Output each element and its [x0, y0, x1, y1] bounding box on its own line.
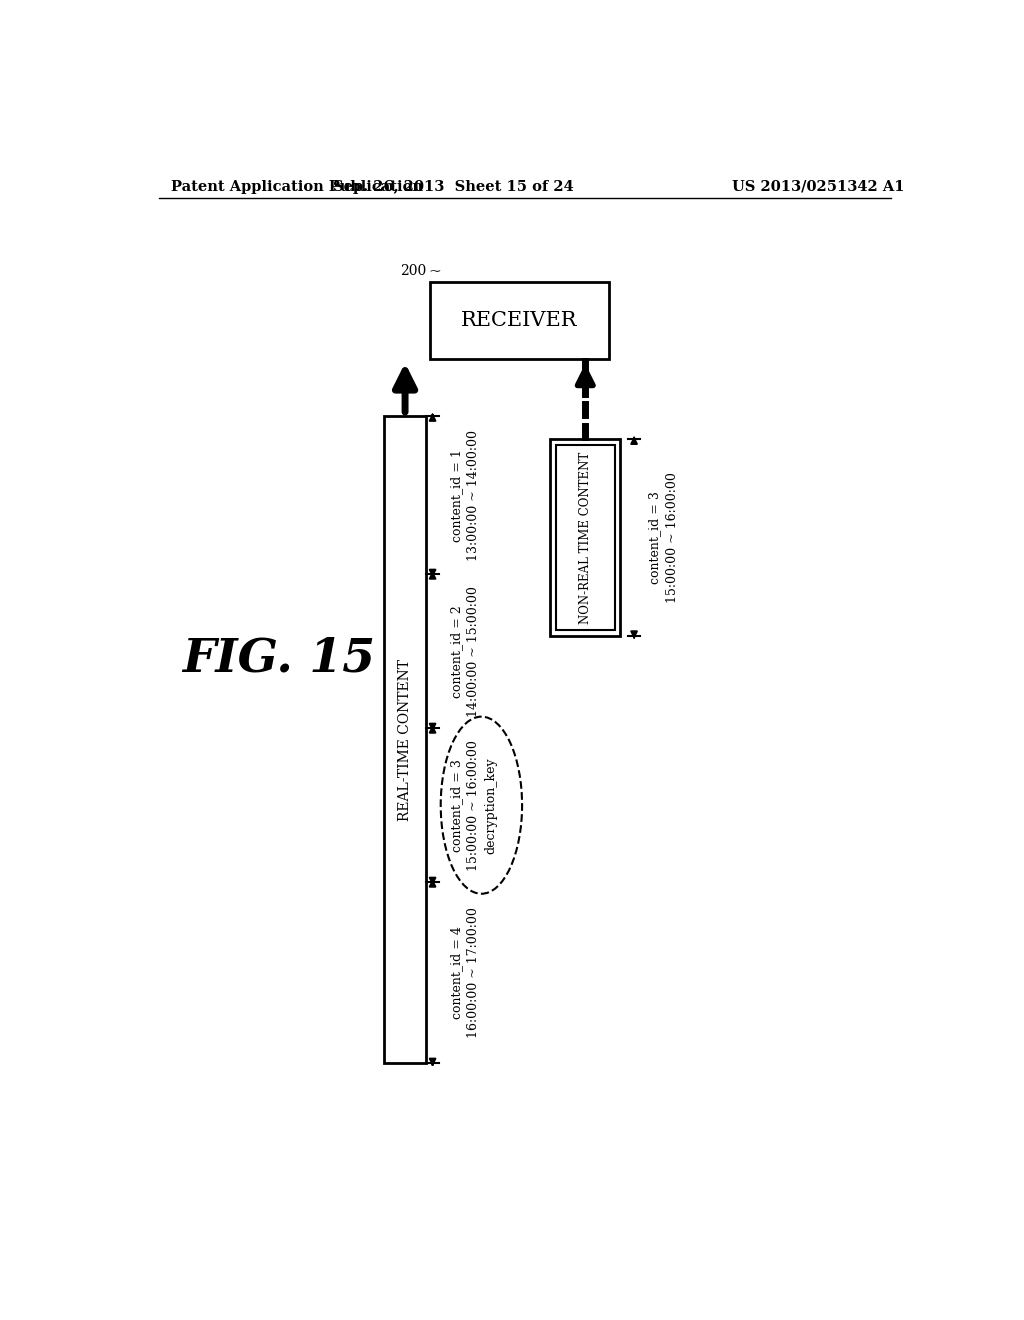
Text: 200: 200 — [400, 264, 426, 277]
Bar — [384, 416, 426, 1063]
Text: ~: ~ — [428, 265, 440, 280]
Text: content_id = 4: content_id = 4 — [451, 927, 463, 1019]
Text: NON-REAL TIME CONTENT: NON-REAL TIME CONTENT — [579, 451, 592, 624]
Text: RECEIVER: RECEIVER — [461, 310, 578, 330]
Text: REAL-TIME CONTENT: REAL-TIME CONTENT — [398, 659, 412, 821]
Bar — [430, 281, 608, 359]
Text: Sep. 26, 2013  Sheet 15 of 24: Sep. 26, 2013 Sheet 15 of 24 — [333, 180, 573, 194]
Text: US 2013/0251342 A1: US 2013/0251342 A1 — [732, 180, 905, 194]
Text: content_id = 3: content_id = 3 — [648, 491, 662, 583]
Text: content_id = 2: content_id = 2 — [451, 605, 463, 697]
Text: content_id = 1: content_id = 1 — [451, 449, 463, 541]
Text: content_id = 3: content_id = 3 — [451, 759, 463, 851]
Text: 15:00:00 ~ 16:00:00: 15:00:00 ~ 16:00:00 — [467, 739, 480, 871]
Bar — [556, 445, 614, 631]
Text: 16:00:00 ~ 17:00:00: 16:00:00 ~ 17:00:00 — [467, 907, 480, 1038]
Text: 13:00:00 ~ 14:00:00: 13:00:00 ~ 14:00:00 — [467, 430, 480, 561]
Text: decryption_key: decryption_key — [484, 756, 498, 854]
Text: 14:00:00 ~ 15:00:00: 14:00:00 ~ 15:00:00 — [467, 586, 480, 717]
Text: Patent Application Publication: Patent Application Publication — [171, 180, 423, 194]
Text: FIG. 15: FIG. 15 — [182, 636, 376, 682]
Bar — [550, 440, 621, 636]
Text: 15:00:00 ~ 16:00:00: 15:00:00 ~ 16:00:00 — [666, 473, 679, 603]
